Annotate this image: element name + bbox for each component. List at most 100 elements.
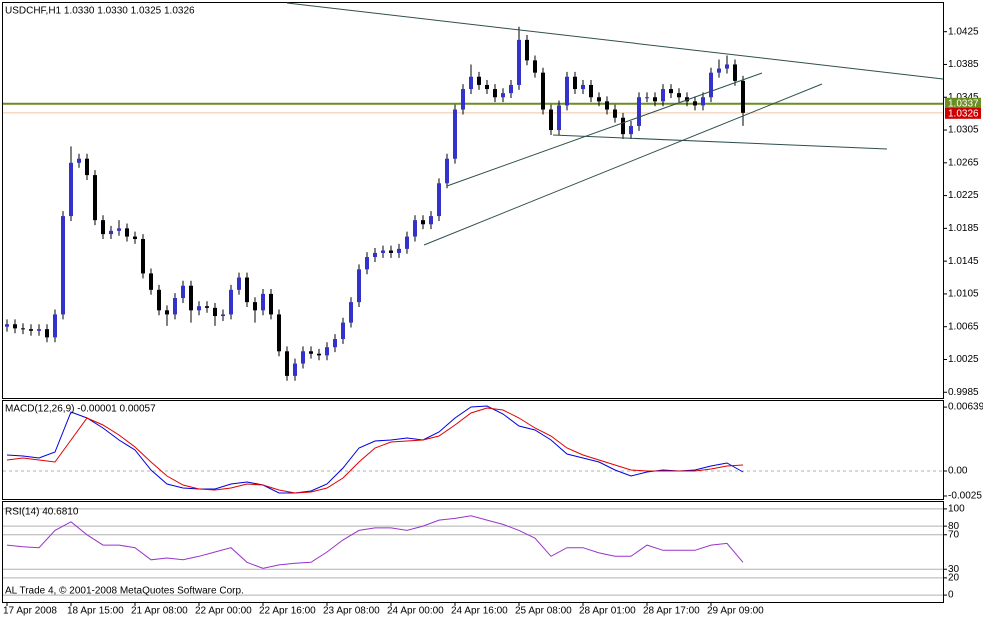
candle-body (461, 89, 465, 110)
candle-body (5, 324, 9, 327)
candle-body (197, 306, 201, 311)
candle-body (85, 158, 89, 176)
candle-body (701, 97, 705, 106)
candle-body (453, 109, 457, 159)
trend-line (552, 134, 888, 150)
candle-body (173, 298, 177, 315)
x-tick-label: 22 Apr 00:00 (195, 606, 252, 617)
y-tick-label: 0.9985 (948, 387, 979, 398)
candle-body (509, 84, 513, 94)
candle-body (125, 228, 129, 237)
y-tick-label: 0.00639 (948, 402, 983, 413)
candle-body (429, 216, 433, 225)
candle-body (333, 338, 337, 348)
candle-body (581, 84, 585, 90)
bid-label-box (945, 107, 981, 119)
y-tick-label: -0.0025 (948, 491, 982, 502)
x-tick-label: 28 Apr 17:00 (643, 606, 700, 617)
x-tick-label: 25 Apr 08:00 (515, 606, 572, 617)
candle-body (733, 64, 737, 81)
candle-body (517, 39, 521, 85)
rsi-panel (2, 501, 944, 603)
candle-body (597, 97, 601, 102)
y-tick-label: 70 (948, 529, 960, 540)
candle-body (261, 293, 265, 311)
candle-body (565, 76, 569, 106)
candle-body (437, 183, 441, 217)
x-tick-label: 22 Apr 16:00 (259, 606, 316, 617)
level-label-box (945, 97, 981, 109)
x-tick-label: 18 Apr 15:00 (67, 606, 124, 617)
candle-body (269, 293, 273, 315)
trend-line (423, 83, 823, 246)
y-tick-label: 1.0225 (948, 190, 979, 201)
rsi-title: RSI(14) 40.6810 (5, 507, 79, 518)
candle-body (77, 158, 81, 163)
candle-body (53, 314, 57, 338)
candle-body (709, 72, 713, 98)
candle-body (741, 80, 745, 113)
candle-body (117, 228, 121, 231)
y-tick-label: 80 (948, 521, 960, 532)
candle-body (477, 76, 481, 85)
candle-body (181, 285, 185, 299)
candle-body (157, 289, 161, 311)
x-tick-label: 29 Apr 09:00 (707, 606, 764, 617)
candle-body (109, 230, 113, 235)
candle-body (37, 329, 41, 331)
candle-body (285, 351, 289, 376)
candle-body (573, 76, 577, 90)
candle-body (413, 220, 417, 237)
y-tick-label: 1.0065 (948, 321, 979, 332)
y-tick-label: 1.0425 (948, 26, 979, 37)
x-tick-label: 17 Apr 2008 (3, 606, 57, 617)
candle-body (141, 239, 145, 274)
x-tick-label: 24 Apr 16:00 (451, 606, 508, 617)
candle-body (485, 84, 489, 90)
candle-body (245, 277, 249, 303)
candle-body (205, 306, 209, 308)
candle-body (165, 310, 169, 315)
level-label: 1.0337 (948, 98, 979, 109)
candle-body (29, 329, 33, 331)
candle-body (725, 64, 729, 69)
candle-body (421, 220, 425, 225)
candle-body (381, 250, 385, 253)
candle-body (253, 302, 257, 311)
y-tick-label: 1.0385 (948, 59, 979, 70)
y-tick-label: 1.0025 (948, 354, 979, 365)
candle-body (101, 220, 105, 235)
candle-body (525, 39, 529, 61)
candle-body (213, 307, 217, 317)
candle-body (653, 97, 657, 102)
candle-body (677, 93, 681, 98)
candle-body (69, 162, 73, 217)
candle-body (21, 328, 25, 330)
candle-body (693, 101, 697, 106)
candle-body (365, 257, 369, 270)
y-tick-label: 1.0185 (948, 223, 979, 234)
candle-body (373, 252, 377, 258)
candle-body (557, 105, 561, 131)
trend-line (286, 2, 944, 80)
main-panel (2, 2, 944, 399)
candle-body (549, 109, 553, 131)
chart-title: USDCHF,H1 1.0330 1.0330 1.0325 1.0326 (5, 6, 195, 17)
bid-label: 1.0326 (948, 108, 979, 119)
series-line (6, 405, 744, 494)
candle-body (325, 347, 329, 356)
candle-body (349, 302, 353, 323)
candle-body (469, 76, 473, 90)
candle-body (341, 322, 345, 339)
trend-line (446, 72, 763, 187)
y-tick-label: 1.0145 (948, 256, 979, 267)
y-tick-label: 100 (948, 504, 965, 515)
candle-body (501, 93, 505, 98)
candle-body (629, 125, 633, 135)
candle-body (293, 363, 297, 376)
candle-body (445, 158, 449, 184)
candle-body (277, 314, 281, 352)
y-tick-label: 30 (948, 564, 960, 575)
candle-body (189, 285, 193, 311)
